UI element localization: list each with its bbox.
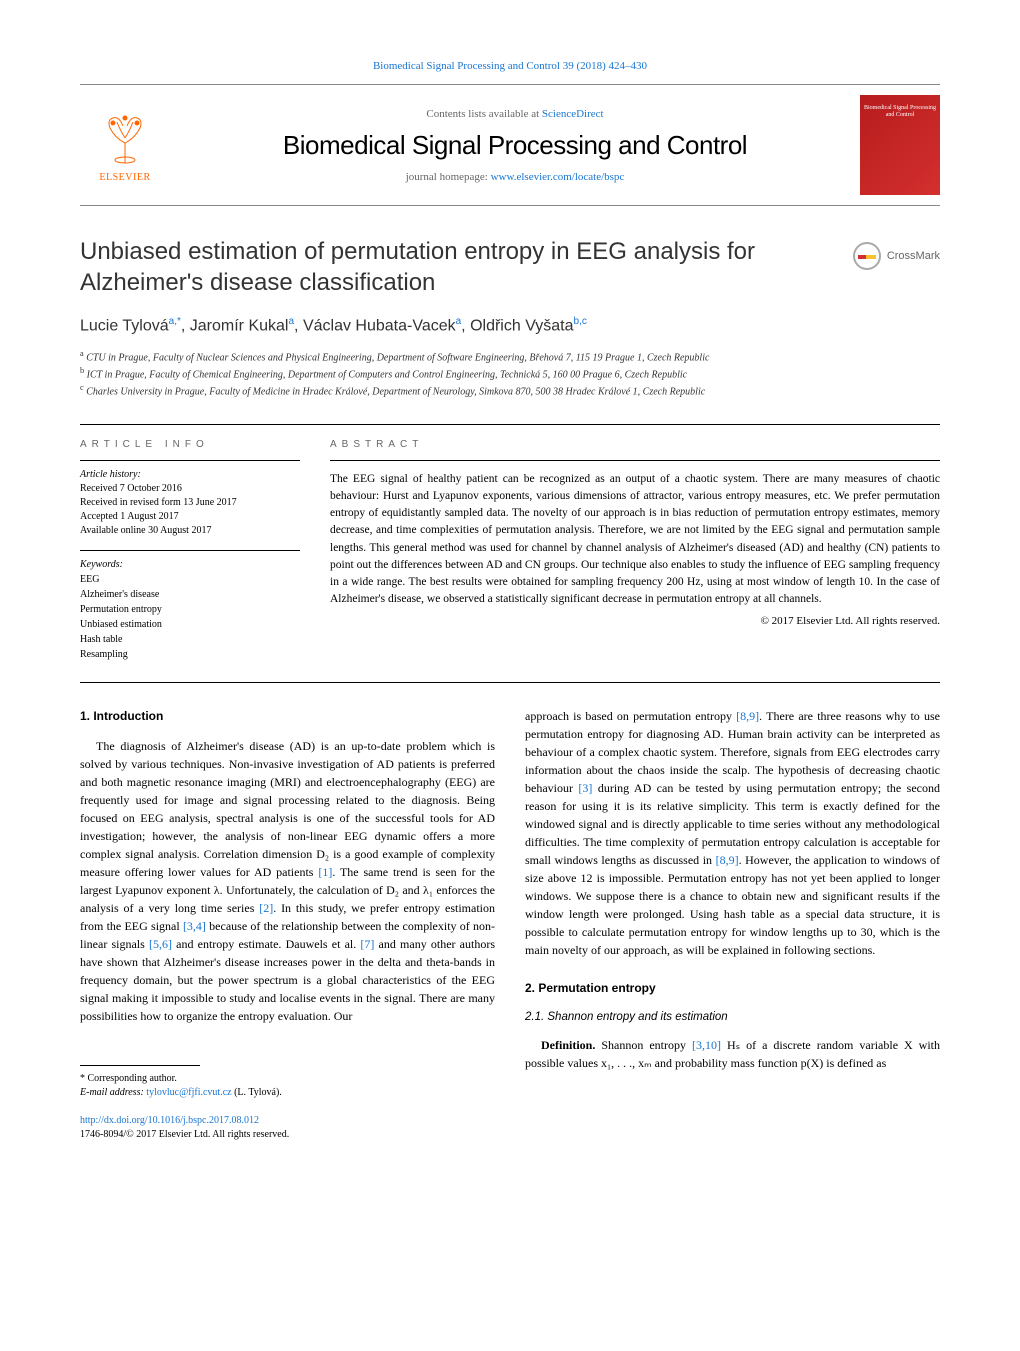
abstract-column: abstract The EEG signal of healthy patie… [330,439,940,662]
publisher-name: ELSEVIER [99,172,150,183]
article-history: Received 7 October 2016 Received in revi… [80,482,300,538]
ref-5-6[interactable]: [5,6] [149,937,172,951]
section-1-heading: 1. Introduction [80,707,495,725]
journal-homepage: journal homepage: www.elsevier.com/locat… [170,171,860,183]
affiliations: a CTU in Prague, Faculty of Nuclear Scie… [80,348,940,400]
doi-link[interactable]: http://dx.doi.org/10.1016/j.bspc.2017.08… [80,1115,259,1126]
homepage-link[interactable]: www.elsevier.com/locate/bspc [491,171,625,183]
elsevier-tree-icon [95,108,155,168]
ref-3-solo[interactable]: [3] [578,781,592,795]
crossmark-label: CrossMark [887,250,940,262]
history-label: Article history: [80,469,300,480]
ref-2[interactable]: [2] [259,901,273,915]
ref-8-9-a[interactable]: [8,9] [736,709,759,723]
intro-paragraph-2: approach is based on permutation entropy… [525,707,940,959]
corresponding-author-note: * Corresponding author. E-mail address: … [80,1072,495,1100]
article-info-heading: article info [80,439,300,450]
journal-cover-thumb: Biomedical Signal Processing and Control [860,95,940,195]
keywords-label: Keywords: [80,559,300,570]
ref-1[interactable]: [1] [318,865,332,879]
journal-title: Biomedical Signal Processing and Control [170,130,860,161]
header-citation: Biomedical Signal Processing and Control… [80,60,940,72]
intro-paragraph-1: The diagnosis of Alzheimer's disease (AD… [80,737,495,1025]
author-email-link[interactable]: tylovluc@fjfi.cvut.cz [146,1087,231,1098]
journal-banner: ELSEVIER Contents lists available at Sci… [80,84,940,206]
abstract-text: The EEG signal of healthy patient can be… [330,471,940,609]
section-2-1-heading: 2.1. Shannon entropy and its estimation [525,1009,940,1026]
definition-paragraph: Definition. Shannon entropy [3,10] Hₛ of… [525,1036,940,1072]
abstract-copyright: © 2017 Elsevier Ltd. All rights reserved… [330,615,940,627]
page-footer: http://dx.doi.org/10.1016/j.bspc.2017.08… [80,1114,495,1142]
crossmark-icon [853,242,881,270]
contents-available: Contents lists available at ScienceDirec… [170,108,860,120]
ref-7[interactable]: [7] [360,937,374,951]
article-title: Unbiased estimation of permutation entro… [80,236,833,298]
body-column-right: approach is based on permutation entropy… [525,707,940,1142]
authors-line: Lucie Tylováa,*, Jaromír Kukala, Václav … [80,316,940,335]
ref-3-10[interactable]: [3,10] [692,1038,721,1052]
keywords-list: EEG Alzheimer's disease Permutation entr… [80,572,300,662]
header-citation-link[interactable]: Biomedical Signal Processing and Control… [373,60,647,72]
body-column-left: 1. Introduction The diagnosis of Alzheim… [80,707,495,1142]
ref-8-9-b[interactable]: [8,9] [716,853,739,867]
publisher-logo-block: ELSEVIER [80,108,170,183]
article-info-column: article info Article history: Received 7… [80,439,300,662]
sciencedirect-link[interactable]: ScienceDirect [542,108,604,120]
ref-3-4[interactable]: [3,4] [183,919,206,933]
abstract-heading: abstract [330,439,940,450]
crossmark-badge[interactable]: CrossMark [853,242,940,270]
section-2-heading: 2. Permutation entropy [525,979,940,997]
